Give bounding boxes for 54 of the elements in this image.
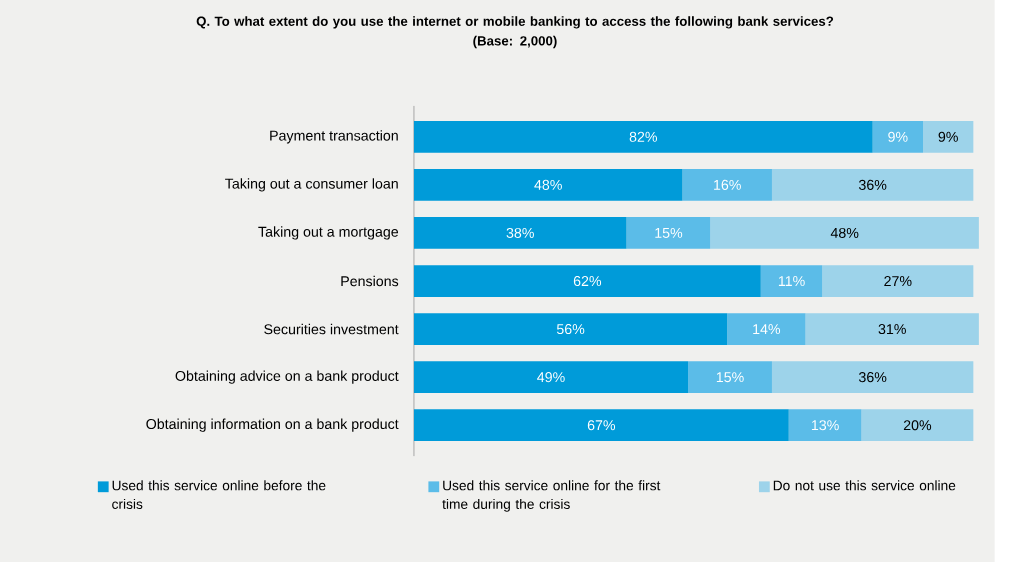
bar: [413, 409, 789, 442]
data-label: 27%: [884, 276, 912, 286]
bar: [727, 313, 806, 345]
data-label: 49%: [537, 372, 565, 383]
data-label: 9%: [888, 131, 908, 142]
data-label: 31%: [878, 324, 906, 335]
bar: [413, 265, 761, 297]
bar: [805, 313, 979, 345]
legend-label: Used this service online for the first time during the crisis: [442, 480, 661, 512]
bar: [682, 169, 772, 201]
data-label: 56%: [556, 324, 585, 335]
data-label: 62%: [573, 275, 602, 287]
y-tick-label: Taking out a consumer loan: [225, 178, 398, 192]
data-label: 9%: [938, 131, 958, 142]
data-label: 15%: [655, 227, 683, 238]
data-label: 11%: [778, 276, 805, 286]
bar: [688, 361, 772, 393]
chart-title: Q. To what extent do you use the internet or mobile banking to access the following bank services?: [196, 16, 834, 29]
bar: [771, 361, 974, 393]
chart-subtitle: (Base: 2,000): [473, 35, 557, 49]
data-label: 36%: [858, 372, 887, 383]
bar: [771, 169, 974, 201]
bar: [413, 217, 627, 249]
data-label: 48%: [534, 179, 562, 190]
legend-label: Used this service online before the crisis: [112, 480, 326, 509]
bar: [413, 169, 683, 201]
bar: [413, 313, 728, 345]
data-label: 38%: [506, 227, 534, 238]
data-label: 67%: [587, 420, 616, 431]
data-label: 13%: [811, 420, 839, 431]
bar: [788, 409, 862, 442]
y-tick-label: Obtaining information on a bank product: [146, 418, 399, 432]
bar: [626, 217, 711, 249]
data-label: 15%: [716, 372, 744, 383]
y-tick-label: Pensions: [341, 275, 399, 287]
bar: [413, 361, 689, 393]
data-label: 36%: [858, 179, 887, 190]
legend-label: Do not use this service online: [773, 480, 956, 491]
bar: [822, 265, 974, 297]
bar: [861, 409, 974, 442]
bar: [710, 217, 979, 249]
data-label: 14%: [753, 324, 781, 335]
y-tick-label: Securities investment: [264, 323, 399, 335]
y-tick-label: Obtaining advice on a bank product: [175, 370, 399, 384]
y-tick-label: Payment transaction: [270, 130, 398, 144]
data-label: 82%: [629, 131, 658, 142]
bar: [872, 120, 923, 153]
bar: [923, 120, 974, 153]
data-label: 48%: [830, 227, 859, 238]
y-tick-label: Taking out a mortgage: [258, 226, 399, 240]
bar: [413, 120, 873, 153]
data-label: 20%: [903, 420, 932, 431]
bar: [760, 265, 823, 297]
data-label: 16%: [714, 179, 741, 190]
